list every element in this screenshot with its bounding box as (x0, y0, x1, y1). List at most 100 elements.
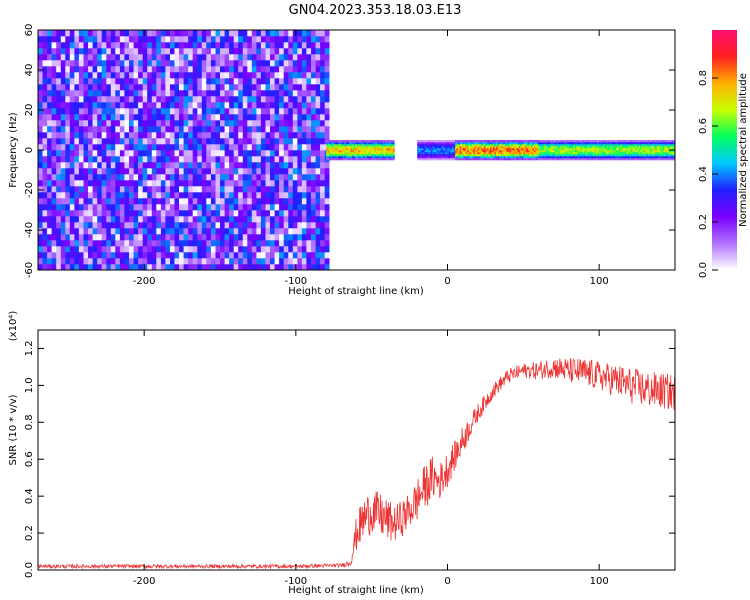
heatmap-cell (588, 152, 591, 155)
heatmap-cell (220, 66, 225, 73)
heatmap-cell (69, 42, 75, 49)
heatmap-cell (555, 152, 557, 155)
heatmap-cell (142, 144, 148, 151)
heatmap-cell (515, 154, 518, 157)
heatmap-cell (151, 138, 157, 145)
heatmap-cell (260, 264, 266, 270)
heatmap-cell (92, 210, 98, 217)
heatmap-cell (260, 60, 266, 67)
heatmap-cell (602, 152, 604, 155)
heatmap-cell (543, 140, 545, 143)
heatmap-cell (520, 150, 523, 153)
heatmap-cell (482, 146, 485, 149)
heatmap-cell (609, 154, 612, 157)
heatmap-cell (637, 142, 639, 145)
heatmap-cell (179, 54, 184, 61)
heatmap-cell (260, 246, 266, 253)
heatmap-cell (201, 90, 207, 97)
heatmap-cell (529, 142, 532, 145)
heatmap-cell (220, 78, 225, 85)
heatmap-cell (332, 156, 334, 159)
heatmap-cell (483, 148, 486, 151)
heatmap-cell (142, 72, 148, 79)
heatmap-cell (238, 114, 244, 121)
heatmap-cell (156, 252, 162, 259)
heatmap-cell (620, 156, 623, 159)
heatmap-cell (279, 240, 284, 247)
heatmap-cell (421, 150, 424, 153)
heatmap-cell (341, 156, 344, 159)
heatmap-cell (242, 180, 248, 187)
heatmap-cell (274, 36, 280, 43)
heatmap-cell (306, 42, 312, 49)
heatmap-cell (197, 252, 203, 259)
heatmap-cell (356, 156, 359, 159)
heatmap-cell (88, 42, 93, 49)
heatmap-cell (233, 252, 239, 259)
heatmap-cell (600, 142, 603, 145)
heatmap-cell (311, 162, 316, 169)
heatmap-cell (101, 132, 107, 139)
heatmap-cell (283, 252, 289, 259)
heatmap-cell (151, 180, 157, 187)
heatmap-cell (247, 204, 253, 211)
heatmap-cell (629, 150, 632, 153)
heatmap-cell (201, 228, 207, 235)
heatmap-cell (51, 96, 57, 103)
heatmap-cell (480, 156, 483, 159)
heatmap-cell (392, 158, 395, 161)
heatmap-cell (88, 30, 93, 37)
heatmap-cell (224, 66, 230, 73)
heatmap-cell (517, 142, 520, 145)
heatmap-cell (220, 60, 225, 67)
heatmap-cell (335, 148, 338, 151)
heatmap-cell (502, 156, 504, 159)
heatmap-cell (42, 216, 48, 223)
heatmap-cell (520, 152, 523, 155)
heatmap-cell (215, 66, 221, 73)
heatmap-cell (430, 150, 433, 153)
heatmap-cell (229, 156, 234, 163)
heatmap-cell (474, 148, 477, 151)
heatmap-cell (568, 152, 571, 155)
heatmap-cell (292, 240, 298, 247)
heatmap-cell (650, 146, 653, 149)
heatmap-cell (467, 156, 469, 159)
heatmap-cell (69, 162, 75, 169)
heatmap-cell (179, 66, 184, 73)
heatmap-cell (480, 142, 483, 145)
heatmap-cell (668, 150, 671, 153)
heatmap-cell (151, 36, 157, 43)
heatmap-cell (192, 156, 198, 163)
heatmap-cell (56, 54, 61, 61)
heatmap-cell (138, 138, 143, 145)
heatmap-cell (538, 148, 541, 151)
heatmap-cell (661, 144, 664, 147)
heatmap-cell (543, 156, 545, 159)
heatmap-cell (229, 120, 234, 127)
heatmap-cell (138, 108, 143, 115)
heatmap-cell (142, 234, 148, 241)
heatmap-cell (124, 84, 130, 91)
heatmap-cell (468, 142, 471, 145)
heatmap-cell (197, 132, 203, 139)
heatmap-cell (632, 146, 635, 149)
heatmap-cell (459, 154, 462, 157)
heatmap-cell (183, 138, 189, 145)
heatmap-cell (417, 140, 419, 143)
heatmap-cell (174, 42, 180, 49)
heatmap-cell (201, 114, 207, 121)
heatmap-cell (301, 30, 307, 37)
heatmap-cell (632, 148, 635, 151)
heatmap-cell (220, 252, 225, 259)
heatmap-cell (83, 126, 89, 133)
heatmap-cell (444, 156, 447, 159)
heatmap-cell (151, 78, 157, 85)
heatmap-cell (170, 150, 175, 157)
heatmap-cell (233, 156, 239, 163)
heatmap-cell (306, 168, 312, 175)
heatmap-cell (260, 234, 266, 241)
heatmap-cell (297, 192, 303, 199)
heatmap-cell (288, 48, 294, 55)
heatmap-cell (274, 132, 280, 139)
